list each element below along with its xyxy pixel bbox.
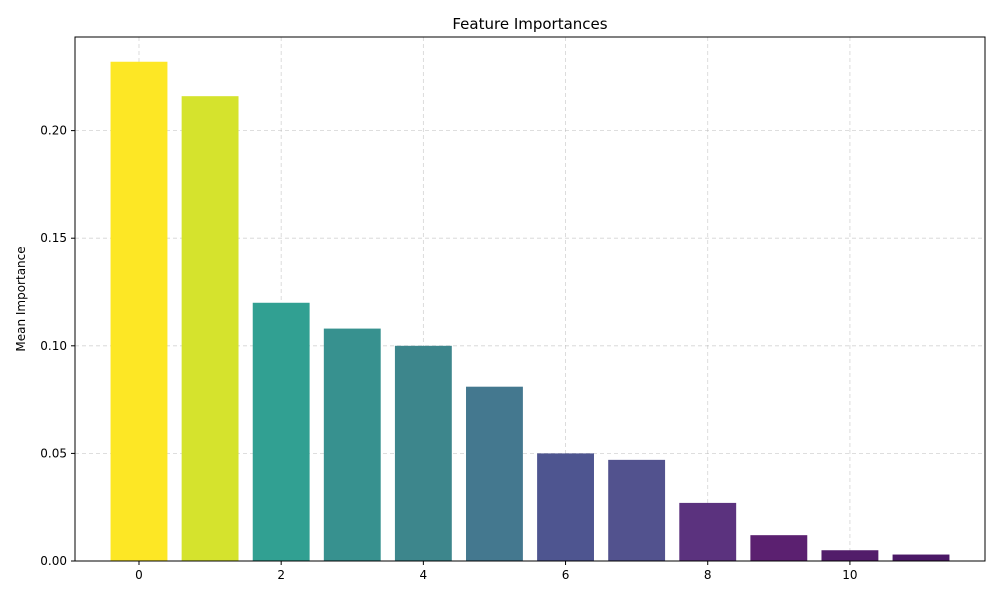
bar-feature-10	[821, 550, 879, 561]
bar-feature-11	[892, 554, 950, 561]
bar-feature-9	[750, 535, 808, 561]
bar-feature-7	[608, 459, 666, 561]
y-tick-label: 0.20	[40, 124, 67, 138]
x-tick-label: 8	[704, 568, 712, 582]
x-tick-label: 0	[135, 568, 143, 582]
x-tick-label: 6	[562, 568, 570, 582]
x-tick-label: 10	[842, 568, 857, 582]
x-axis-ticks: 0 2 4 6 8 10	[135, 561, 858, 582]
plot-frame	[74, 36, 986, 562]
y-tick-label: 0.00	[40, 554, 67, 568]
bar-feature-4	[394, 345, 452, 561]
bar-feature-5	[466, 386, 523, 561]
y-tick-label: 0.10	[40, 339, 67, 353]
bar-feature-6	[537, 453, 594, 561]
bar-feature-0	[110, 61, 168, 561]
bar-feature-1	[181, 96, 239, 561]
axes	[74, 36, 986, 562]
x-tick-label: 2	[277, 568, 285, 582]
chart-title: Feature Importances	[452, 15, 607, 33]
bar-feature-3	[323, 328, 381, 561]
bar-feature-2	[252, 302, 310, 561]
y-axis-label: Mean Importance	[14, 246, 28, 351]
y-tick-label: 0.15	[40, 231, 67, 245]
y-tick-label: 0.05	[40, 446, 67, 460]
y-axis-ticks: 0.00 0.05 0.10 0.15 0.20	[40, 124, 75, 568]
x-tick-label: 4	[420, 568, 428, 582]
bars	[110, 61, 950, 561]
bar-feature-8	[679, 502, 737, 561]
